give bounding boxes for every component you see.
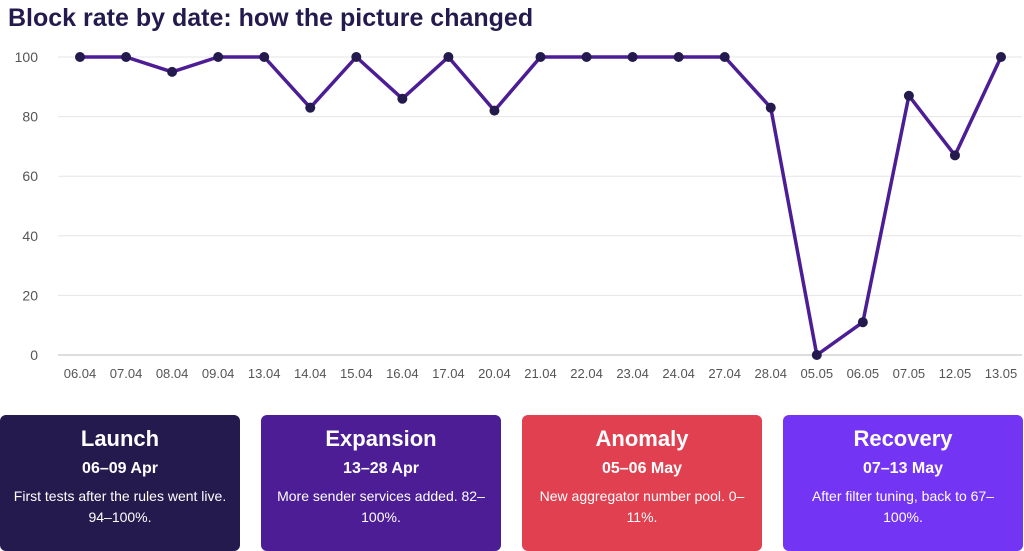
data-point <box>627 52 638 62</box>
data-point <box>996 52 1006 62</box>
x-tick-label: 20.04 <box>478 366 511 381</box>
data-point <box>673 52 684 62</box>
data-point <box>903 90 914 101</box>
y-tick-label: 40 <box>22 228 38 244</box>
x-tick-label: 09.04 <box>202 366 235 381</box>
x-tick-label: 28.04 <box>754 366 787 381</box>
x-tick-label: 13.05 <box>985 366 1018 381</box>
gridlines <box>58 56 1022 356</box>
chart-title: Block rate by date: how the picture chan… <box>8 4 534 32</box>
data-point <box>535 52 546 62</box>
x-tick-label: 08.04 <box>156 366 189 381</box>
x-tick-label: 07.04 <box>110 366 143 381</box>
y-tick-label: 0 <box>30 347 38 363</box>
x-tick-label: 12.05 <box>939 366 972 381</box>
y-tick-label: 20 <box>22 287 38 303</box>
data-point <box>949 150 960 161</box>
card-title: Anomaly <box>595 426 689 451</box>
x-tick-label: 16.04 <box>386 366 419 381</box>
x-tick-label: 05.05 <box>801 366 834 381</box>
x-tick-label: 22.04 <box>570 366 603 381</box>
x-tick-label: 27.04 <box>708 366 741 381</box>
data-point <box>305 102 316 113</box>
card-text: New aggregator number pool. 0–11%. <box>539 488 745 525</box>
card-recovery: Recovery 07–13 May After filter tuning, … <box>783 415 1023 551</box>
line-chart: 0 20 40 60 80 100 06.04 07.04 08.04 09.04 13.04 14… <box>15 49 1022 381</box>
data-point <box>121 52 132 62</box>
data-point <box>75 52 85 62</box>
data-point <box>719 52 730 62</box>
card-anomaly: Anomaly 05–06 May New aggregator number … <box>522 415 762 551</box>
x-tick-label: 21.04 <box>524 366 557 381</box>
data-point <box>259 52 270 62</box>
x-tick-label: 24.04 <box>662 366 695 381</box>
data-point <box>857 317 868 328</box>
data-point <box>581 52 592 62</box>
card-dates: 06–09 Apr <box>82 460 158 477</box>
card-title: Launch <box>80 426 160 451</box>
card-title: Recovery <box>853 426 953 451</box>
card-launch: Launch 06–09 Apr First tests after the r… <box>0 415 240 551</box>
series-line <box>80 55 1003 357</box>
x-tick-label: 06.05 <box>847 366 880 381</box>
data-points <box>75 52 1006 360</box>
card-dates: 05–06 May <box>601 460 683 477</box>
data-point <box>443 52 454 62</box>
y-tick-label: 60 <box>22 168 38 184</box>
data-point <box>765 102 776 113</box>
x-tick-label: 23.04 <box>616 366 649 381</box>
x-tick-label: 06.04 <box>64 366 97 381</box>
x-axis-ticks: 06.04 07.04 08.04 09.04 13.04 14.04 15.04 16.04… <box>64 366 1018 381</box>
x-tick-label: 14.04 <box>294 366 327 381</box>
x-tick-label: 13.04 <box>248 366 281 381</box>
data-point <box>397 93 408 104</box>
phase-cards: Launch 06–09 Apr First tests after the r… <box>0 415 1024 551</box>
card-dates: 07–13 May <box>862 460 944 477</box>
card-text: More sender services added. 82–100%. <box>277 488 485 525</box>
y-axis-ticks: 0 20 40 60 80 100 <box>15 49 39 363</box>
data-point <box>489 105 500 116</box>
card-text: First tests after the rules went live. 9… <box>13 488 227 525</box>
y-tick-label: 80 <box>22 109 38 125</box>
data-point <box>351 52 362 62</box>
card-dates: 13–28 Apr <box>343 460 419 477</box>
data-point <box>811 350 822 360</box>
card-title: Expansion <box>325 426 437 451</box>
x-tick-label: 17.04 <box>432 366 465 381</box>
data-point <box>167 66 178 77</box>
y-tick-label: 100 <box>15 49 39 65</box>
x-tick-label: 07.05 <box>893 366 926 381</box>
card-expansion: Expansion 13–28 Apr More sender services… <box>261 415 501 551</box>
card-text: After filter tuning, back to 67–100%. <box>811 488 995 525</box>
x-tick-label: 15.04 <box>340 366 373 381</box>
data-point <box>213 52 224 62</box>
